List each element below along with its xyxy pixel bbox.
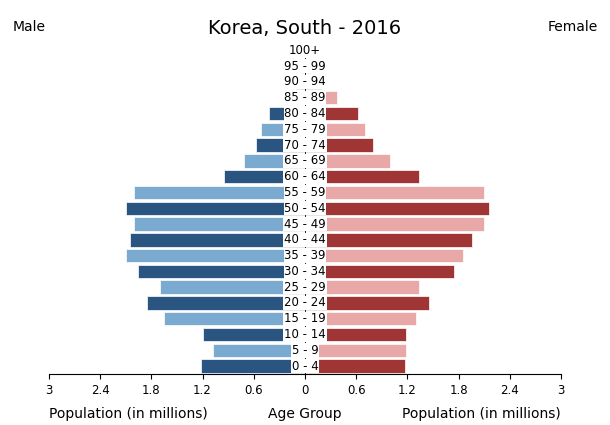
Bar [305, 123, 365, 136]
Bar [296, 75, 305, 89]
Text: 50 - 54: 50 - 54 [284, 202, 326, 215]
Bar [305, 201, 489, 215]
Text: 95 - 99: 95 - 99 [284, 60, 326, 73]
Bar [305, 343, 406, 357]
Bar [269, 107, 305, 120]
Text: Male: Male [12, 20, 45, 34]
Bar [305, 91, 337, 105]
Bar [305, 154, 390, 167]
Text: 25 - 29: 25 - 29 [284, 280, 326, 294]
Bar [305, 265, 454, 278]
Bar [138, 265, 305, 278]
Text: 15 - 19: 15 - 19 [284, 312, 326, 325]
Bar [224, 170, 305, 184]
Bar [134, 186, 305, 199]
Text: 90 - 94: 90 - 94 [284, 76, 326, 88]
Bar [201, 360, 305, 373]
Text: Age Group: Age Group [268, 407, 342, 421]
Bar [305, 328, 406, 341]
Bar [305, 233, 472, 246]
Bar [305, 139, 373, 152]
Bar [203, 328, 305, 341]
Text: 100+: 100+ [289, 44, 321, 57]
Text: 0 - 4: 0 - 4 [292, 360, 318, 373]
Bar [305, 360, 405, 373]
Bar [126, 249, 305, 262]
Bar [213, 343, 305, 357]
Bar [305, 217, 484, 231]
Text: 20 - 24: 20 - 24 [284, 297, 326, 309]
Text: 35 - 39: 35 - 39 [284, 249, 326, 262]
Bar [305, 75, 321, 89]
Bar [164, 312, 305, 326]
Bar [243, 154, 305, 167]
Bar [305, 296, 429, 310]
Text: 30 - 34: 30 - 34 [284, 265, 326, 278]
Text: Population (in millions): Population (in millions) [49, 407, 207, 421]
Bar [126, 201, 305, 215]
Text: 55 - 59: 55 - 59 [284, 186, 326, 199]
Text: 10 - 14: 10 - 14 [284, 328, 326, 341]
Bar [301, 60, 305, 73]
Bar [305, 249, 463, 262]
Text: 80 - 84: 80 - 84 [284, 107, 326, 120]
Bar [260, 123, 305, 136]
Bar [147, 296, 305, 310]
Text: 70 - 74: 70 - 74 [284, 139, 326, 152]
Bar [134, 217, 305, 231]
Bar [305, 186, 484, 199]
Bar [305, 170, 418, 184]
Bar [290, 91, 305, 105]
Bar [305, 280, 418, 294]
Text: 60 - 64: 60 - 64 [284, 170, 326, 183]
Text: 85 - 89: 85 - 89 [284, 91, 326, 104]
Bar [130, 233, 305, 246]
Text: Female: Female [548, 20, 598, 34]
Bar [256, 139, 305, 152]
Text: 45 - 49: 45 - 49 [284, 218, 326, 230]
Bar [305, 312, 416, 326]
Bar [304, 44, 305, 57]
Bar [305, 107, 358, 120]
Bar [305, 44, 307, 57]
Text: 65 - 69: 65 - 69 [284, 154, 326, 167]
Text: 75 - 79: 75 - 79 [284, 123, 326, 136]
Title: Korea, South - 2016: Korea, South - 2016 [209, 19, 401, 38]
Bar [305, 60, 311, 73]
Bar [160, 280, 305, 294]
Text: Population (in millions): Population (in millions) [403, 407, 561, 421]
Text: 5 - 9: 5 - 9 [292, 344, 318, 357]
Text: 40 - 44: 40 - 44 [284, 233, 326, 246]
